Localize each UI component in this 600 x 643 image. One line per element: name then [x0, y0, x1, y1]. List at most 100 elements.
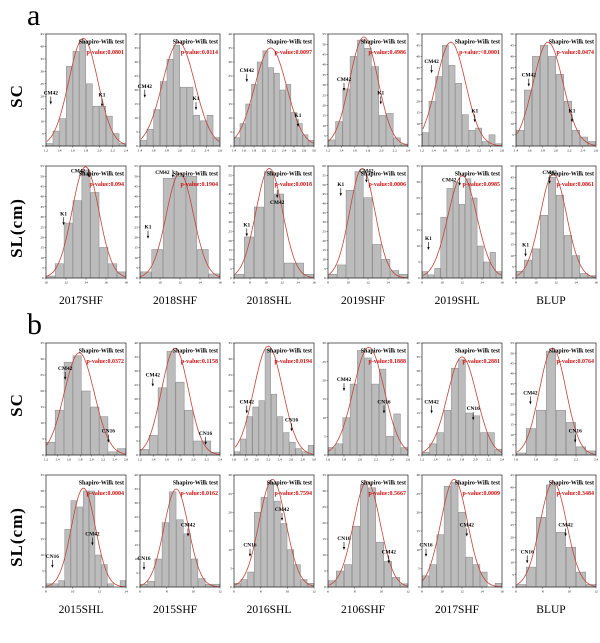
y-tick-label: 30: [416, 180, 420, 184]
histogram-bar: [146, 128, 154, 147]
panels-strip: 0 5 10 15 20 25 30 35 1.2 1.4 1.6 1.8 2.0 2.2 2.4 2.6 Sh…: [34, 339, 598, 471]
histogram-bar: [193, 440, 203, 456]
y-tick-label: 0: [418, 453, 420, 457]
histogram-bar: [422, 575, 430, 588]
histogram-bars: [140, 491, 220, 588]
y-tick-label: 20: [510, 231, 514, 235]
histogram-bar: [472, 415, 481, 456]
x-tick-label: 2.0: [90, 457, 95, 461]
y-tick-label: 30: [134, 369, 138, 373]
histogram-bar: [258, 400, 265, 456]
histogram-bar: [140, 271, 152, 279]
y-tick-label: 20: [322, 521, 326, 525]
y-tick-label: 15: [40, 246, 44, 250]
y-tick-label: 40: [510, 187, 514, 191]
down-arrow-icon: [296, 123, 300, 127]
normal-curve: [47, 487, 125, 588]
y-tick-label: 40: [510, 372, 514, 376]
p-value-label: p-value:0.0114: [181, 50, 218, 56]
y-tick-label: 5: [418, 567, 420, 571]
histogram-panel: 0 5 10 15 20 25 30 35 40 1.2 1.4 1.6 1.8 2.0 2.2 2.4 Sha…: [134, 341, 222, 461]
shapiro-test-label: Shapiro-Wilk test: [79, 40, 124, 46]
histogram-bar: [536, 517, 546, 588]
histogram-bar: [532, 248, 540, 279]
y-tick-label: 15: [134, 543, 138, 547]
histogram-bar: [160, 81, 167, 147]
x-tick-label: 16: [500, 589, 504, 593]
y-tick-label: 35: [40, 473, 44, 477]
x-tick-label: 1.2: [44, 148, 49, 152]
x-tick-label: 2.0: [97, 148, 102, 152]
shapiro-test-label: Shapiro-Wilk test: [173, 349, 218, 355]
y-tick-label: 5: [42, 266, 44, 270]
normal-curve: [422, 478, 502, 588]
down-arrow-icon: [276, 195, 279, 199]
y-tick-label: 0: [512, 276, 514, 280]
x-tick-label: 1.6: [232, 457, 237, 461]
histogram-bar: [480, 432, 488, 456]
panel-row: SL(cm) 0 5 10 15 20 25 30 35 8 10 12 14 Shapiro-Wilk …: [0, 471, 600, 603]
histogram-bars: [516, 176, 596, 279]
row-trait-label: SL(cm): [7, 198, 27, 258]
x-tick-label: 8: [249, 280, 251, 284]
x-tick-label: 1.8: [78, 457, 83, 461]
down-arrow-icon: [570, 119, 574, 123]
histogram-panel: 0 5 10 15 20 25 30 35 40 45 50 55 1.2 1.4 1.6 1.8 2.0 2.2…: [322, 32, 410, 152]
y-tick-label: 30: [416, 77, 420, 81]
histogram-panel: 0 5 10 15 20 25 30 35 40 45 1.2 1.4 1.6 1.8 2.0 2.2 2.4 S…: [40, 32, 128, 152]
histogram-bar: [455, 83, 462, 147]
histogram-panel: 0 5 10 15 20 25 30 1.6 1.8 2.0 2.2 2.4 2.6 Shapiro-Wi…: [322, 341, 410, 461]
y-tick-label: 30: [322, 83, 326, 87]
y-tick-label: 30: [228, 220, 232, 224]
x-tick-label: 10: [158, 280, 162, 284]
y-tick-label: 45: [134, 185, 138, 189]
down-arrow-icon: [146, 235, 150, 239]
p-value-label: p-value:0.094: [90, 182, 125, 188]
marker-label: CM42: [146, 373, 161, 379]
histogram-bar: [345, 190, 355, 279]
histogram-bar: [548, 56, 556, 147]
histogram-bar: [462, 114, 469, 147]
histogram-bar: [475, 127, 482, 147]
y-tick-label: 25: [134, 74, 138, 78]
histogram-panel: 0 5 10 15 20 25 30 35 40 45 50 55 60 8 10 12 14 16 Shapiro…: [322, 164, 410, 284]
down-arrow-icon: [526, 560, 529, 564]
trait-column: SL(cm): [0, 471, 34, 603]
down-arrow-icon: [194, 107, 198, 111]
y-tick-label: 35: [134, 355, 138, 359]
x-tick-label: 2.4: [282, 148, 287, 152]
x-tick-label: 14: [480, 589, 484, 593]
y-tick-label: 40: [134, 473, 138, 477]
histogram-bar: [234, 274, 244, 279]
y-tick-label: 15: [322, 114, 326, 118]
histogram-bar: [274, 72, 280, 147]
normal-curve: [329, 481, 407, 587]
histogram-bar: [434, 268, 441, 279]
y-tick-label: 10: [228, 548, 232, 552]
x-tick-label: 2.2: [567, 148, 572, 152]
y-tick-label: 0: [136, 144, 138, 148]
p-value-label: p-value:0.0162: [181, 491, 219, 497]
y-tick-label: 55: [40, 164, 44, 168]
y-tick-label: 20: [322, 379, 326, 383]
y-tick-label: 30: [134, 501, 138, 505]
x-tick-label: 12: [406, 589, 410, 593]
histogram-panel: 0 5 10 15 20 25 30 35 40 45 50 55 1.6 1.8 2.0 2.2 2.4 Sha…: [510, 341, 598, 461]
y-tick-label: 50: [510, 351, 514, 355]
p-value-label: p-value:0.0006: [369, 182, 407, 188]
histogram-bar: [364, 48, 372, 147]
y-tick-label: 15: [416, 228, 420, 232]
down-arrow-icon: [465, 533, 468, 537]
x-tick-label: 1.4: [55, 457, 60, 461]
histogram-bar: [157, 387, 167, 456]
histogram-bar: [556, 409, 566, 456]
y-tick-label: 25: [416, 383, 420, 387]
histogram-bar: [465, 412, 473, 456]
y-tick-label: 0: [418, 144, 420, 148]
x-tick-label: 1.4: [151, 457, 156, 461]
down-arrow-icon: [91, 542, 94, 546]
trait-column: SC: [0, 30, 34, 162]
p-value-label: p-value:0.0009: [463, 491, 501, 497]
y-tick-label: 0: [324, 276, 326, 280]
histogram-bar: [279, 89, 286, 147]
